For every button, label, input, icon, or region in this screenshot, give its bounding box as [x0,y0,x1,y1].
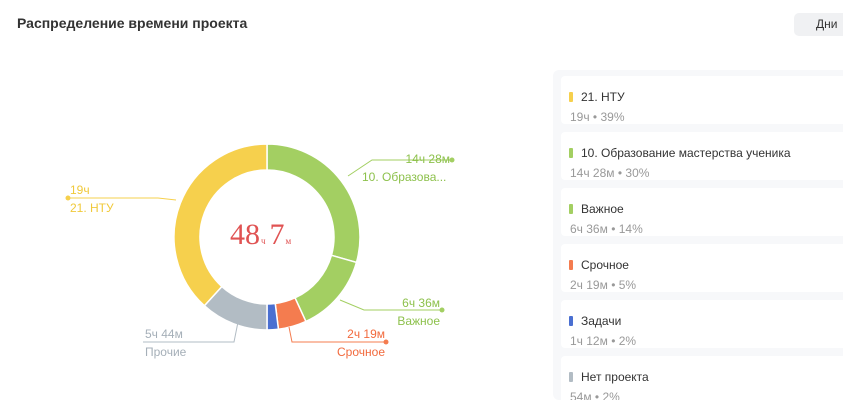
callout-urgent-value: 2ч 19м [347,327,385,341]
leader-dot-4 [65,195,71,201]
leader-dot-2 [383,339,389,345]
legend-item-meta: 14ч 28м • 30% [570,166,650,180]
legend-color-swatch [569,372,573,382]
callout-edu: 14ч 28м [390,152,450,166]
callout-nty-label-wrap: 21. НТУ [70,201,114,215]
legend-item-meta: 2ч 19м • 5% [570,278,637,292]
callout-other: 5ч 44м [145,327,183,341]
period-select-button[interactable]: Дни [794,13,843,36]
legend-color-swatch [569,204,573,214]
callout-other-value: 5ч 44м [145,327,183,341]
callout-important-label-wrap: Важное [396,314,440,328]
callout-important-value: 6ч 36м [402,296,440,310]
legend-item[interactable]: Важное 6ч 36м • 14% [561,188,843,236]
donut-slice-1[interactable] [294,254,358,323]
legend-item-meta: 19ч • 39% [570,110,625,124]
legend-item[interactable]: 21. НТУ 19ч • 39% [561,76,843,124]
legend-item-name: Нет проекта [581,370,649,384]
legend-item[interactable]: Срочное 2ч 19м • 5% [561,244,843,292]
callout-edu-label-wrap: 10. Образова... [362,170,446,184]
leader-dot-0 [449,157,455,163]
callout-important: 6ч 36м [400,296,440,310]
legend-item-meta: 6ч 36м • 14% [570,222,643,236]
leader-line-3 [143,321,239,343]
callout-edu-value: 14ч 28м [405,152,450,166]
callout-nty-value: 19ч [70,183,90,197]
total-minutes: 7 [269,218,285,251]
callout-other-label: Прочие [145,345,187,359]
legend-item[interactable]: Задачи 1ч 12м • 2% [561,300,843,348]
legend-color-swatch [569,92,573,102]
legend-item-meta: 1ч 12м • 2% [570,334,637,348]
callout-edu-label: 10. Образова... [362,170,447,184]
total-hours: 48 [230,218,260,251]
legend-panel: 21. НТУ 19ч • 39% 10. Образование мастер… [553,70,843,400]
legend-item-name: Важное [581,202,624,216]
donut-chart [65,143,455,345]
callout-important-label: Важное [397,314,440,328]
leader-line-0 [347,159,452,177]
legend-item-name: 21. НТУ [581,90,625,104]
leader-dot-1 [439,307,445,313]
legend-color-swatch [569,260,573,270]
callout-urgent-label: Срочное [337,345,385,359]
page-title: Распределение времени проекта [17,15,248,31]
legend-item-name: Срочное [581,258,629,272]
callout-nty: 19ч [70,183,90,197]
total-minutes-unit: м [285,236,292,246]
legend-color-swatch [569,148,573,158]
legend-item[interactable]: Нет проекта 54м • 2% [561,356,843,400]
legend-item-meta: 54м • 2% [570,390,620,400]
leader-line-2 [288,326,386,343]
legend-item-name: Задачи [581,314,622,328]
leader-line-4 [68,197,177,201]
total-hours-unit: ч [261,236,266,246]
legend-item[interactable]: 10. Образование мастерства ученика 14ч 2… [561,132,843,180]
legend-item-name: 10. Образование мастерства ученика [581,146,791,160]
callout-nty-label: 21. НТУ [70,201,114,215]
callout-urgent: 2ч 19м [335,327,385,341]
legend-color-swatch [569,316,573,326]
leader-line-1 [339,299,442,311]
callout-urgent-label-wrap: Срочное [330,345,385,359]
donut-slice-5[interactable] [173,143,268,307]
total-time: 48ч 7м [230,218,295,252]
callout-other-label-wrap: Прочие [145,345,186,359]
